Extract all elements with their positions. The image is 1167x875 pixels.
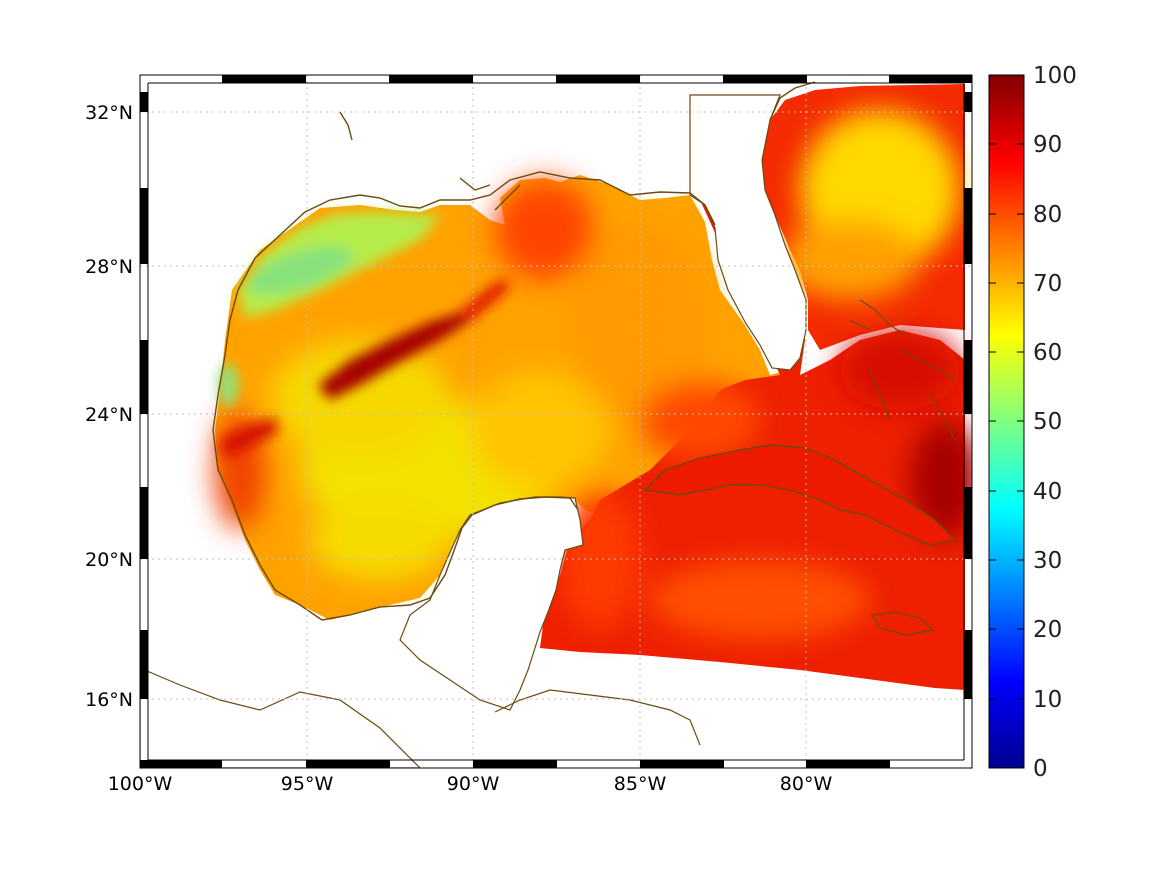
field-darkred-band bbox=[318, 312, 468, 400]
colorbar-tick-60: 60 bbox=[1033, 340, 1062, 366]
field-red-band-west bbox=[220, 418, 278, 458]
field-darkred-bahamas bbox=[840, 330, 960, 410]
colorbar-tick-20: 20 bbox=[1033, 617, 1062, 643]
colorbar-tick-80: 80 bbox=[1033, 202, 1062, 228]
caribbean-water bbox=[540, 195, 965, 690]
colorbar-tick-100: 100 bbox=[1033, 63, 1077, 89]
colorbar-tick-10: 10 bbox=[1033, 687, 1062, 713]
colorbar-ticks bbox=[989, 143, 1024, 700]
field-yellow-west bbox=[270, 340, 450, 460]
field-atlantic-orange bbox=[780, 220, 920, 300]
colorbar-tick-50: 50 bbox=[1033, 409, 1062, 435]
lon-label-100w: 100°W bbox=[108, 773, 173, 795]
colorbar-tick-90: 90 bbox=[1033, 132, 1062, 158]
field-green-core bbox=[247, 245, 353, 295]
colorbar-tick-0: 0 bbox=[1033, 756, 1048, 782]
lat-label-16n: 16°N bbox=[85, 689, 133, 711]
land-bahamas bbox=[849, 299, 956, 441]
colorbar-tick-70: 70 bbox=[1033, 271, 1062, 297]
data-field bbox=[215, 84, 972, 690]
lat-label-28n: 28°N bbox=[85, 256, 133, 278]
field-red-loop bbox=[495, 180, 595, 280]
field-darkred-haiti bbox=[910, 420, 972, 540]
land-central-america bbox=[140, 667, 421, 768]
lat-label-32n: 32°N bbox=[85, 102, 133, 124]
land-cuba bbox=[643, 444, 957, 546]
lon-labels: 100°W 95°W 90°W 85°W 80°W bbox=[108, 773, 833, 795]
colorbar-tick-40: 40 bbox=[1033, 479, 1062, 505]
lat-label-24n: 24°N bbox=[85, 404, 133, 426]
colorbar: 100 90 80 70 60 50 40 30 20 10 0 bbox=[988, 63, 1077, 782]
field-green-coast bbox=[218, 363, 238, 407]
lat-label-20n: 20°N bbox=[85, 549, 133, 571]
lon-label-95w: 95°W bbox=[281, 773, 334, 795]
lon-label-85w: 85°W bbox=[614, 773, 667, 795]
land-florida bbox=[689, 94, 807, 371]
lon-label-90w: 90°W bbox=[447, 773, 500, 795]
field-red-florida-strait bbox=[640, 380, 760, 460]
lon-label-80w: 80°W bbox=[780, 773, 833, 795]
field-orange-east-gulf bbox=[570, 220, 710, 420]
land-jamaica bbox=[871, 611, 935, 636]
land-honduras-coast bbox=[494, 689, 701, 746]
map-frame bbox=[139, 74, 973, 769]
field-yellow-east bbox=[470, 370, 610, 490]
gridlines bbox=[140, 75, 972, 768]
field-yellow-south bbox=[310, 500, 450, 580]
coastline bbox=[212, 81, 816, 621]
lat-labels: 32°N 28°N 24°N 20°N 16°N bbox=[85, 102, 133, 711]
colorbar-tick-30: 30 bbox=[1033, 548, 1062, 574]
field-caribbean-orange-red bbox=[650, 560, 870, 640]
